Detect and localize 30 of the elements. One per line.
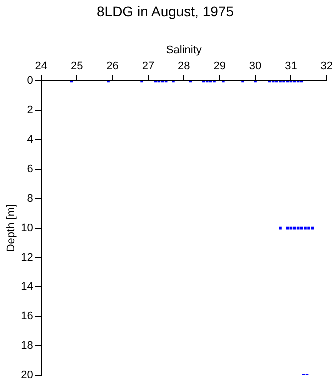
x-tick-label: 26: [106, 60, 119, 73]
x-tick-label: 24: [35, 60, 48, 73]
y-tick-label: 6: [27, 163, 34, 176]
y-axis-title: Depth [m]: [6, 204, 18, 252]
y-tick-label: 18: [21, 340, 34, 352]
point: [300, 226, 304, 230]
point: [311, 226, 314, 230]
x-tick-label: 28: [178, 60, 190, 73]
y-tick-label: 2: [27, 104, 34, 117]
x-axis-title: Salinity: [166, 44, 202, 56]
x-tick-label: 27: [142, 60, 155, 73]
x-tick-label: 25: [70, 60, 84, 73]
y-tick-label: 12: [21, 252, 34, 264]
y-tick-label: 16: [21, 310, 34, 323]
y-tick-label: 0: [27, 75, 34, 88]
point: [296, 226, 300, 230]
point: [308, 226, 310, 230]
y-tick-label: 10: [21, 222, 34, 234]
x-tick-label: 32: [320, 60, 334, 73]
x-tick-label: 31: [285, 60, 298, 73]
point: [286, 226, 290, 230]
point: [279, 226, 282, 230]
chart-title: 8LDG in August, 1975: [97, 3, 234, 20]
y-tick-label: 8: [27, 192, 34, 205]
x-tick-label: 29: [214, 60, 226, 73]
y-tick-label: 20: [21, 369, 34, 382]
y-tick-label: 14: [21, 281, 34, 294]
point: [304, 226, 307, 230]
x-tick-label: 30: [249, 60, 262, 73]
y-tick-label: 4: [27, 134, 34, 146]
